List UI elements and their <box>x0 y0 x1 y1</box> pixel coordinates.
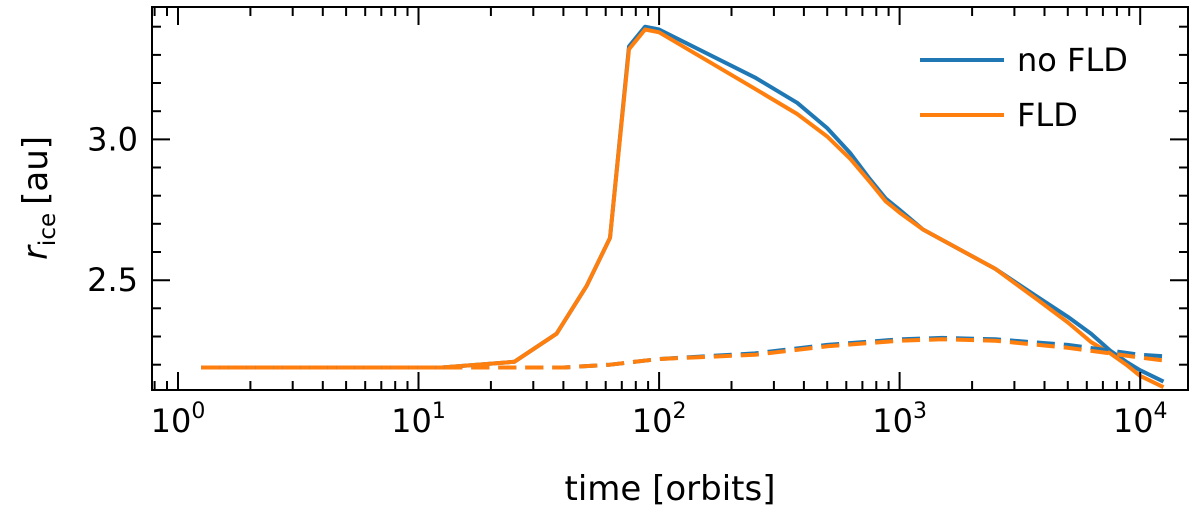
plot-frame <box>151 6 1189 391</box>
y-tick-label: 3.0 <box>87 120 138 158</box>
x-tick-label: 102 <box>632 399 687 440</box>
tick-layer <box>152 7 1188 390</box>
y-axis-label-sub: ice <box>35 213 61 246</box>
x-axis-label: time [orbits] <box>564 469 775 509</box>
legend: no FLD FLD <box>920 41 1128 134</box>
series-line-0 <box>201 24 1165 384</box>
series-layer <box>201 24 1165 389</box>
series-line-1 <box>201 27 1165 389</box>
y-axis-label-unit: [au] <box>16 136 56 205</box>
legend-label-fld: FLD <box>1017 96 1078 134</box>
x-tick-label: 104 <box>1113 399 1168 440</box>
label-layer: 100 101 102 103 104 2.5 3.0 <box>87 120 1167 440</box>
legend-label-no-fld: no FLD <box>1017 41 1128 79</box>
series-line-3 <box>201 337 1164 370</box>
y-axis-label: rice [au] <box>16 136 61 260</box>
y-tick-label: 2.5 <box>87 261 138 299</box>
x-tick-label: 100 <box>151 399 206 440</box>
y-axis-label-main: r <box>16 244 56 260</box>
x-tick-label: 101 <box>391 399 446 440</box>
x-tick-label: 103 <box>872 399 927 440</box>
